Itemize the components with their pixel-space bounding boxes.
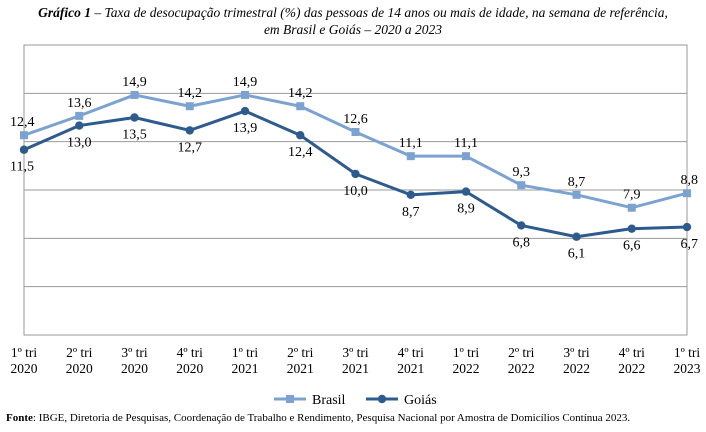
data-label-brasil: 14,9 (122, 75, 147, 90)
data-label-brasil: 12,6 (343, 112, 368, 127)
data-label-brasil: 13,6 (67, 96, 92, 111)
data-label-goias: 12,7 (178, 140, 203, 155)
x-tick-label-year: 2022 (618, 361, 645, 376)
data-point-goias (185, 126, 194, 135)
data-label-goias: 13,5 (122, 128, 147, 143)
x-tick-label-quarter: 1º tri (674, 345, 701, 360)
data-point-brasil (75, 111, 84, 120)
data-point-brasil (185, 102, 194, 111)
data-label-goias: 10,0 (343, 184, 368, 199)
data-label-goias: 6,6 (623, 239, 641, 254)
data-label-goias: 13,9 (233, 121, 258, 136)
data-point-goias (572, 232, 581, 241)
x-tick-label-quarter: 2º tri (508, 345, 535, 360)
data-point-brasil (627, 203, 636, 212)
x-tick-label-year: 2021 (232, 361, 259, 376)
data-point-brasil (572, 190, 581, 199)
data-point-brasil (296, 102, 305, 111)
data-label-brasil: 9,3 (513, 165, 531, 180)
data-label-goias: 8,7 (402, 205, 420, 220)
x-tick-label-quarter: 4º tri (177, 345, 204, 360)
data-label-brasil: 11,1 (399, 136, 423, 151)
data-label-brasil: 8,7 (568, 175, 586, 190)
data-point-goias (517, 221, 526, 230)
x-tick-label-year: 2021 (287, 361, 314, 376)
chart-title: Gráfico 1 – Taxa de desocupação trimestr… (0, 4, 706, 38)
data-label-brasil: 14,9 (233, 75, 258, 90)
x-tick-label-quarter: 2º tri (287, 345, 314, 360)
x-tick-label-quarter: 1º tri (453, 345, 480, 360)
data-label-goias: 12,4 (288, 145, 313, 160)
data-label-brasil: 8,8 (681, 173, 699, 188)
x-tick-label-quarter: 2º tri (66, 345, 93, 360)
x-tick-label-year: 2020 (121, 361, 148, 376)
data-label-goias: 11,5 (10, 160, 34, 175)
legend-label-goias: Goiás (404, 393, 437, 408)
x-tick-label-quarter: 1º tri (11, 345, 38, 360)
x-tick-label-year: 2021 (342, 361, 369, 376)
data-label-brasil: 14,2 (178, 86, 203, 101)
x-tick-label-year: 2020 (176, 361, 203, 376)
x-tick-label-quarter: 3º tri (121, 345, 148, 360)
x-tick-label-year: 2021 (397, 361, 424, 376)
data-label-brasil: 11,1 (454, 136, 478, 151)
data-point-goias (75, 121, 84, 130)
x-tick-label-quarter: 1º tri (232, 345, 259, 360)
data-point-goias (406, 190, 415, 200)
data-point-brasil (683, 189, 691, 198)
x-tick-label-year: 2022 (508, 361, 535, 376)
data-label-brasil: 14,2 (288, 86, 313, 101)
chart-title-lead: Gráfico 1 (38, 5, 92, 20)
x-tick-label-quarter: 3º tri (342, 345, 369, 360)
data-label-brasil: 12,4 (10, 115, 35, 130)
data-point-brasil (406, 152, 415, 161)
data-point-goias (19, 145, 29, 154)
x-tick-label-quarter: 4º tri (619, 345, 646, 360)
source-label: Fonte (6, 412, 33, 424)
data-point-goias (351, 169, 360, 179)
data-label-goias: 6,1 (568, 247, 586, 262)
x-tick-label-year: 2020 (11, 361, 38, 376)
data-label-goias: 6,8 (513, 235, 531, 250)
data-point-brasil (130, 90, 139, 99)
data-point-goias (627, 224, 636, 233)
data-label-brasil: 7,9 (623, 188, 641, 203)
x-tick-label-quarter: 4º tri (398, 345, 425, 360)
data-point-brasil (20, 131, 28, 140)
legend-marker-brasil (286, 395, 294, 403)
data-point-goias (682, 222, 692, 232)
chart-source: Fonte: IBGE, Diretoria de Pesquisas, Coo… (6, 412, 630, 424)
data-point-brasil (241, 90, 249, 99)
data-point-goias (130, 113, 139, 122)
data-label-goias: 13,0 (67, 136, 92, 151)
data-label-goias: 6,7 (681, 237, 699, 252)
legend-label-brasil: Brasil (312, 393, 346, 408)
x-tick-label-year: 2022 (563, 361, 590, 376)
x-tick-label-year: 2023 (674, 361, 701, 376)
data-point-brasil (462, 152, 470, 161)
x-tick-label-year: 2022 (453, 361, 480, 376)
chart-title-line1: – Taxa de desocupação trimestral (%) das… (91, 5, 668, 20)
data-point-goias (461, 187, 471, 196)
legend-marker-goias (377, 394, 387, 404)
data-point-brasil (351, 128, 360, 136)
x-tick-label-quarter: 3º tri (563, 345, 590, 360)
data-point-goias (240, 106, 250, 116)
data-label-goias: 8,9 (457, 202, 475, 217)
data-point-brasil (517, 181, 526, 190)
chart-title-line2: em Brasil e Goiás – 2020 a 2023 (263, 22, 443, 37)
source-text: : IBGE, Diretoria de Pesquisas, Coordena… (32, 412, 631, 424)
data-point-goias (296, 131, 305, 140)
x-tick-label-year: 2020 (66, 361, 93, 376)
